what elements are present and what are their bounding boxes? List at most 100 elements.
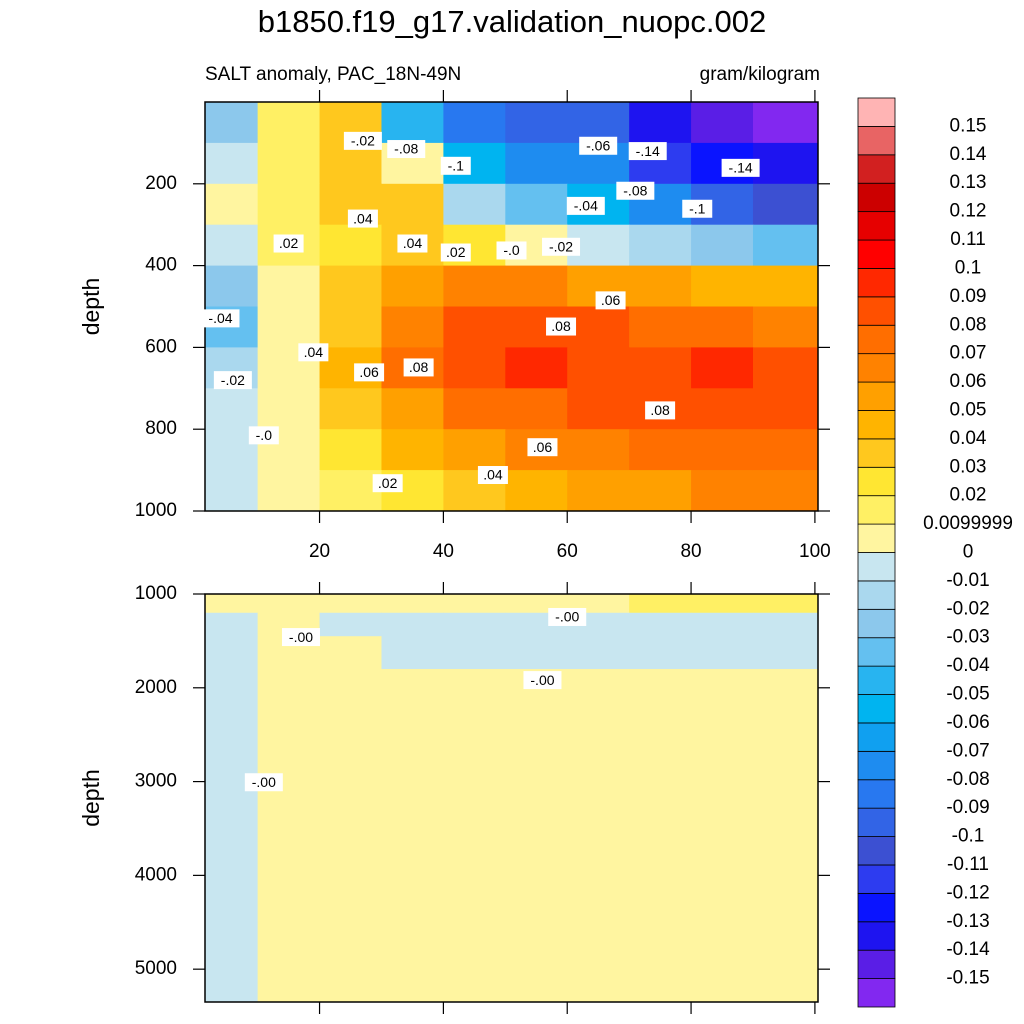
field-cell [691, 470, 754, 512]
contour-label: .04 [304, 344, 324, 360]
contour-label: .04 [483, 467, 503, 483]
contour-label: -.00 [530, 672, 554, 688]
colorbar-box [857, 182, 896, 213]
colorbar-box [857, 353, 896, 383]
colorbar-box [857, 864, 896, 894]
field-cell [691, 429, 754, 471]
colorbar-box [857, 523, 896, 553]
field-cell [443, 388, 506, 430]
colorbar-box [857, 978, 896, 1008]
field-cell [381, 612, 444, 637]
contour-label: .06 [601, 292, 621, 308]
field-cell [319, 669, 382, 736]
field-cell [629, 470, 692, 512]
contour-label-box [213, 371, 252, 390]
field-cell [381, 828, 444, 923]
contour-label-box [397, 234, 428, 253]
colorbar-label: -0.1 [952, 826, 985, 847]
field-cell [691, 224, 754, 267]
contour-label-box [440, 243, 471, 262]
field-cell [752, 102, 819, 144]
figure-title: b1850.f19_g17.validation_nuopc.002 [258, 4, 767, 39]
colorbar-box [857, 239, 896, 269]
field-cell [319, 734, 382, 829]
field-cell [691, 306, 754, 348]
colorbar-box [857, 296, 896, 326]
field-cell [629, 612, 692, 637]
field-cell [752, 388, 819, 430]
y-tick-label: 200 [145, 173, 177, 194]
field-cell [691, 922, 754, 1003]
contour-label: -.0 [256, 427, 273, 443]
colorbar-label: -0.07 [946, 740, 989, 761]
colorbar-box [857, 97, 896, 127]
field-cell [257, 265, 321, 307]
field-cell [205, 388, 259, 430]
field-cell [752, 828, 819, 923]
field-cell [505, 347, 568, 389]
field-cell [205, 142, 259, 185]
contour-label: -.1 [689, 200, 706, 216]
contour-label: -.00 [289, 629, 313, 645]
colorbar-label: -0.01 [946, 570, 989, 591]
y-axis-label: depth [78, 278, 104, 336]
field-cell [567, 347, 630, 389]
field-cell [752, 669, 819, 736]
colorbar-box [857, 126, 896, 156]
contour-label: .04 [403, 235, 423, 251]
colorbar-box [857, 722, 896, 752]
field-cell [443, 828, 506, 923]
field-cell [752, 224, 819, 267]
field-cell [567, 922, 630, 1003]
field-cell [691, 102, 754, 144]
field-cell [629, 347, 692, 389]
colorbar-box [857, 949, 896, 979]
contour-label: .06 [359, 364, 379, 380]
field-cell [505, 828, 568, 923]
field-cell [381, 636, 444, 670]
contour-label-box [387, 140, 426, 159]
field-cell [381, 388, 444, 430]
field-cell [567, 306, 630, 348]
y-tick-label: 1000 [135, 500, 177, 521]
contour-label: .02 [279, 235, 299, 251]
field-cell [205, 922, 259, 1003]
field-cell [205, 612, 259, 637]
colorbar-box [857, 154, 896, 184]
field-cell [319, 922, 382, 1003]
colorbar-box [857, 921, 896, 951]
colorbar-box [857, 381, 896, 411]
colorbar-label: -0.04 [946, 655, 990, 676]
colorbar-box [857, 807, 896, 837]
colorbar-box [857, 268, 896, 298]
field-cell [205, 183, 259, 226]
contour-label: .08 [551, 318, 571, 334]
field-cell [257, 183, 321, 226]
contour-label-box [347, 209, 378, 228]
colorbar-label: 0.08 [950, 314, 987, 335]
colorbar-label: -0.12 [946, 882, 989, 903]
field-cell [691, 347, 754, 389]
colorbar-box [857, 637, 896, 667]
contour-label: -.14 [636, 143, 660, 159]
contour-label: -.04 [208, 310, 232, 326]
field-cell [752, 594, 819, 614]
field-cell [505, 734, 568, 829]
contour-label-box [343, 131, 382, 150]
field-cell [752, 265, 819, 307]
colorbar-label: -0.14 [946, 939, 990, 960]
field-cell [443, 669, 506, 736]
contour-label-box [682, 199, 713, 218]
field-cell [381, 183, 444, 226]
field-cell [505, 102, 568, 144]
contour-label-box [273, 234, 304, 253]
colorbar-label: 0.03 [950, 456, 987, 477]
contour-label-box [248, 426, 279, 445]
colorbar-label: -0.02 [946, 598, 989, 619]
colorbar-label: -0.05 [946, 684, 989, 705]
contour-label-box [496, 241, 527, 260]
colorbar-box [857, 410, 896, 440]
contour-label-box [548, 607, 587, 626]
x-tick-label: 100 [799, 541, 831, 562]
